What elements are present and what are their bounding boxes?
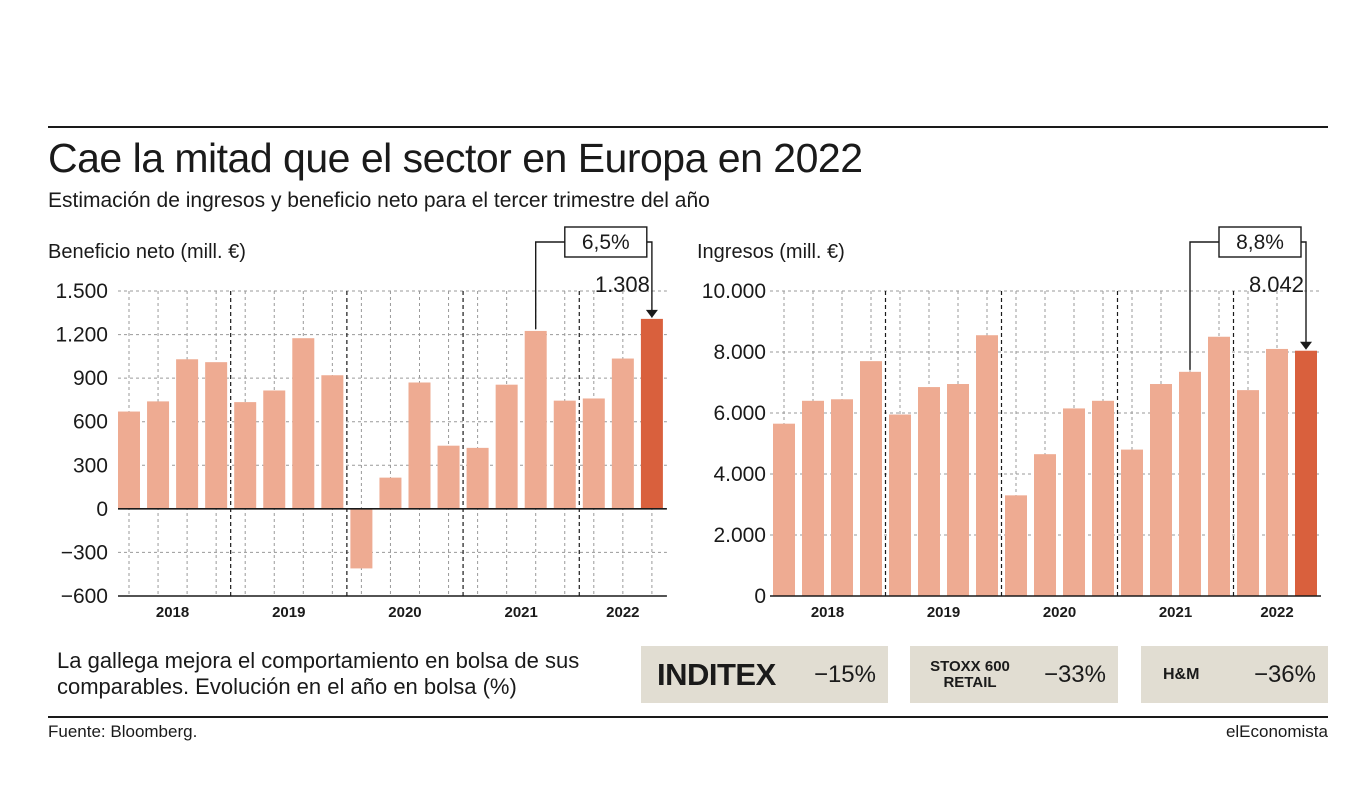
chart2-bar [1005,495,1027,596]
inditex-value: −15% [813,660,876,688]
chart1-bar [495,384,518,509]
chart1-change-bracket-left [535,241,565,329]
chart2-y-tick-label: 8.000 [713,341,766,364]
chart1-year-label: 2018 [156,604,189,621]
hm-label: H&M [1163,665,1200,683]
chart2-change-bracket-left [1189,241,1219,370]
chart2-y-tick-label: 4.000 [713,463,766,486]
chart1-bar [234,402,257,509]
chart2-bar [1237,390,1259,596]
chart1-change-bracket-right [646,241,653,262]
chart1-bar [118,411,140,509]
inditex-label: INDITEX [657,656,776,692]
chart1-year-label: 2021 [504,604,537,621]
chart2-change-bracket-right [1301,241,1307,262]
chart2-bar [1295,350,1317,596]
chart1-y-tick-label: 900 [73,367,108,390]
stoxx-value: −33% [1043,660,1106,688]
hm-value: −36% [1253,660,1316,688]
chart1-bar [205,362,228,509]
chart2-year-label: 2018 [811,604,844,621]
chart2-bar [1150,384,1172,596]
chart2-year-label: 2019 [927,604,960,621]
chart1-year-label: 2019 [272,604,305,621]
chart1-y-tick-label: −300 [61,541,108,564]
stoxx-label-text: STOXX 600 RETAIL [930,657,1010,691]
chart2-change-label: 8,8% [1236,231,1284,254]
chart1-bar [292,338,315,509]
brand-name: elEconomista [1225,722,1328,741]
chart1-year-label: 2022 [606,604,639,621]
chart2-arrow-head [1300,341,1312,350]
chart1-y-tick-label: 600 [73,411,108,434]
chart2-bar [1063,408,1085,596]
chart1-bar [176,359,199,509]
charts-canvas: Beneficio neto (mill. €) 1.500 1.200 900 600… [48,226,1321,621]
chart1-highlight-value: 1.308 [595,272,650,297]
chart1-bar [466,447,489,509]
chart2-year-label: 2022 [1260,604,1293,621]
chart1-bar [350,508,373,569]
chart2-bar [1208,336,1230,596]
page-title: Cae la mitad que el sector en Europa en … [48,135,863,181]
page-subtitle: Estimación de ingresos y beneficio neto … [48,189,710,212]
chart1-y-tick-label: 1.500 [55,280,108,303]
chart2-y-axis-label: Ingresos (mill. €) [697,241,845,263]
chart1-bar [408,382,431,509]
chart2-y-tick-label: 0 [754,585,766,608]
chart2-bar [889,414,911,596]
stoxx-label: STOXX 600 RETAIL [924,646,1016,703]
chart1-y-tick-label: 300 [73,454,108,477]
chart2-bar [947,384,969,596]
chart2-bar [976,335,998,596]
chart1-bar [524,330,547,509]
chart2-year-label: 2020 [1043,604,1076,621]
chart2-bar [831,399,853,596]
chart1-y-tick-label: 1.200 [55,324,108,347]
chart2-bar [1179,371,1201,596]
chart2-change-box [1218,226,1302,258]
chart2-bar [1266,348,1288,596]
stoxx-box: STOXX 600 RETAIL −33% [910,646,1118,703]
chart1-bar [379,477,402,509]
bolsa-description: La gallega mejora el comportamiento en b… [57,648,580,699]
chart2-y-tick-label: 10.000 [702,280,766,303]
top-rule [48,126,1328,128]
chart1-y-tick-label: −600 [61,585,108,608]
chart1-change-label: 6,5% [582,231,630,254]
chart1-bar [147,401,170,509]
chart2-bar [1092,400,1114,596]
hm-box: H&M −36% [1141,646,1328,703]
chart2-year-label: 2021 [1159,604,1192,621]
chart2-y-tick-label: 2.000 [713,524,766,547]
chart1-bar [321,375,344,509]
source-note: Fuente: Bloomberg. [48,722,198,741]
chart2-highlight-value: 8.042 [1249,272,1304,297]
chart1-y-axis-label: Beneficio neto (mill. €) [48,241,246,263]
chart2-y-tick-label: 6.000 [713,402,766,425]
chart1-change-box [564,226,648,258]
chart2-bar [1034,454,1056,596]
chart1-bar [582,398,605,509]
chart1-bar [611,358,634,509]
chart2-bar [773,423,795,596]
chart1-bar [437,445,460,509]
chart1-y-tick-label: 0 [96,498,108,521]
chart1-bar [263,390,286,509]
chart2-bar [860,361,882,596]
inditex-box: INDITEX −15% [641,646,888,703]
chart1-arrow-head [645,309,658,318]
chart1-bar [553,400,576,509]
chart2-bar [918,387,940,596]
chart1-bar [640,318,663,509]
chart2-bar [802,400,824,596]
chart2-bar [1121,449,1143,596]
chart1-year-label: 2020 [388,604,421,621]
bottom-rule [48,716,1328,718]
